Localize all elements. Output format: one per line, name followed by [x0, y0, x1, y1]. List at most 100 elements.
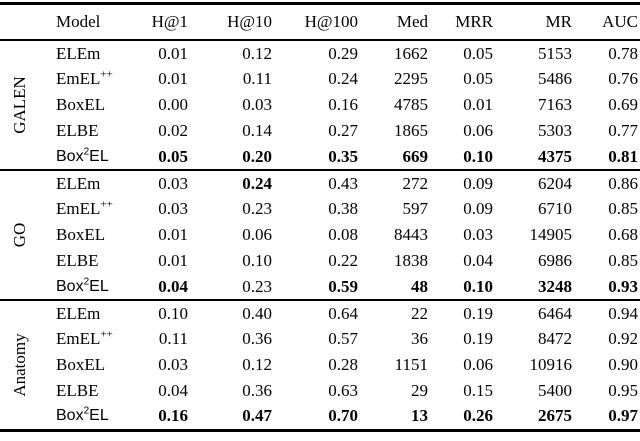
- value-cell: 0.70: [328, 406, 358, 426]
- value-cell: 0.01: [158, 225, 188, 244]
- value-cell: 0.03: [463, 225, 493, 244]
- table-row: Box2EL 0.05 0.20 0.35 669 0.10 4375 0.81: [0, 144, 640, 170]
- value-cell: 0.28: [328, 355, 358, 374]
- value-cell: 0.97: [608, 406, 638, 426]
- model-name: EmEL: [56, 69, 101, 88]
- value-cell: 0.11: [158, 329, 188, 348]
- value-cell: 0.06: [463, 355, 493, 374]
- table-row: ELBE 0.02 0.14 0.27 1865 0.06 5303 0.77: [0, 118, 640, 144]
- value-cell: 0.19: [463, 329, 493, 348]
- model-superscript: ++: [100, 68, 113, 81]
- group-anatomy: Anatomy ELEm 0.10 0.40 0.64 22 0.19 6464…: [0, 300, 640, 430]
- value-cell: 2675: [538, 406, 572, 426]
- results-table: Model H@1 H@10 H@100 Med MRR MR AUC GALE…: [0, 2, 640, 432]
- value-cell: 4375: [538, 146, 572, 166]
- table-row: EmEL++ 0.01 0.11 0.24 2295 0.05 5486 0.7…: [0, 66, 640, 92]
- value-cell: 0.93: [608, 276, 638, 296]
- value-cell: 272: [402, 173, 429, 193]
- model-cell: EmEL++: [40, 196, 140, 222]
- value-cell: 0.16: [328, 95, 358, 114]
- value-cell: 0.36: [242, 381, 272, 400]
- value-cell: 1662: [394, 43, 428, 63]
- col-header-model: Model: [56, 12, 101, 31]
- col-header-mrr: MRR: [455, 12, 493, 31]
- value-cell: 0.19: [463, 303, 493, 323]
- value-cell: 0.85: [608, 251, 638, 270]
- group-go: GO ELEm 0.03 0.24 0.43 272 0.09 6204 0.8…: [0, 170, 640, 300]
- value-cell: 0.77: [608, 121, 638, 140]
- value-cell: 0.01: [158, 43, 188, 63]
- value-cell: 2295: [394, 69, 428, 88]
- table-header: Model H@1 H@10 H@100 Med MRR MR AUC: [0, 4, 640, 41]
- header-row: Model H@1 H@10 H@100 Med MRR MR AUC: [0, 4, 640, 41]
- value-cell: 0.03: [158, 173, 188, 193]
- model-name-rest: EL: [89, 277, 109, 295]
- value-cell: 0.35: [328, 146, 358, 166]
- value-cell: 0.06: [463, 121, 493, 140]
- value-cell: 0.47: [242, 406, 272, 426]
- col-header-h1: H@1: [151, 12, 188, 31]
- model-cell: ELEm: [40, 40, 140, 66]
- table-row: Box2EL 0.04 0.23 0.59 48 0.10 3248 0.93: [0, 274, 640, 300]
- value-cell: 0.78: [608, 43, 638, 63]
- value-cell: 669: [402, 146, 429, 166]
- table-row: GALEN ELEm 0.01 0.12 0.29 1662 0.05 5153…: [0, 40, 640, 134]
- value-cell: 0.90: [608, 355, 638, 374]
- model-name: BoxEL: [56, 95, 106, 114]
- value-cell: 0.59: [328, 276, 358, 296]
- value-cell: 0.64: [328, 303, 358, 323]
- model-superscript: 2: [83, 276, 90, 288]
- model-cell: EmEL++: [40, 326, 140, 352]
- value-cell: 0.02: [158, 121, 188, 140]
- value-cell: 8472: [538, 329, 572, 348]
- model-cell: ELBE: [40, 378, 140, 404]
- model-cell: Box2EL: [40, 144, 140, 170]
- value-cell: 0.09: [463, 199, 493, 218]
- value-cell: 22: [411, 303, 428, 323]
- value-cell: 0.01: [158, 251, 188, 270]
- value-cell: 5486: [538, 69, 572, 88]
- value-cell: 7163: [538, 95, 572, 114]
- model-name: ELBE: [56, 121, 99, 140]
- value-cell: 14905: [529, 225, 573, 244]
- value-cell: 0.04: [158, 381, 188, 400]
- model-cell: BoxEL: [40, 352, 140, 378]
- model-cell: EmEL++: [40, 66, 140, 92]
- value-cell: 1838: [394, 251, 428, 270]
- model-cell: Box2EL: [40, 274, 140, 300]
- value-cell: 0.36: [242, 329, 272, 348]
- value-cell: 0.03: [158, 355, 188, 374]
- model-cell: ELEm: [40, 170, 140, 196]
- table-row: BoxEL 0.00 0.03 0.16 4785 0.01 7163 0.69: [0, 92, 640, 118]
- value-cell: 4785: [394, 95, 428, 114]
- value-cell: 0.68: [608, 225, 638, 244]
- value-cell: 48: [411, 276, 428, 296]
- value-cell: 0.04: [158, 276, 188, 296]
- value-cell: 0.85: [608, 199, 638, 218]
- value-cell: 6710: [538, 199, 572, 218]
- value-cell: 0.57: [328, 329, 358, 348]
- value-cell: 3248: [538, 276, 572, 296]
- group-label-cell: GO: [0, 170, 40, 300]
- value-cell: 0.06: [242, 225, 272, 244]
- value-cell: 0.12: [242, 43, 272, 63]
- value-cell: 0.04: [463, 251, 493, 270]
- value-cell: 6986: [538, 251, 572, 270]
- value-cell: 5400: [538, 381, 572, 400]
- value-cell: 29: [411, 381, 428, 400]
- col-header-h100: H@100: [304, 12, 358, 31]
- value-cell: 0.23: [242, 276, 272, 296]
- value-cell: 0.10: [158, 303, 188, 323]
- col-header-auc: AUC: [602, 12, 638, 31]
- value-cell: 0.26: [463, 406, 493, 426]
- col-header-h10: H@10: [227, 12, 272, 31]
- value-cell: 0.81: [608, 146, 638, 166]
- model-name: ELEm: [56, 303, 101, 323]
- model-cell: BoxEL: [40, 222, 140, 248]
- group-label-go: GO: [10, 222, 29, 248]
- model-name: ELEm: [56, 173, 101, 193]
- group-galen: GALEN ELEm 0.01 0.12 0.29 1662 0.05 5153…: [0, 40, 640, 170]
- model-cell: ELBE: [40, 118, 140, 144]
- value-cell: 0.86: [608, 173, 638, 193]
